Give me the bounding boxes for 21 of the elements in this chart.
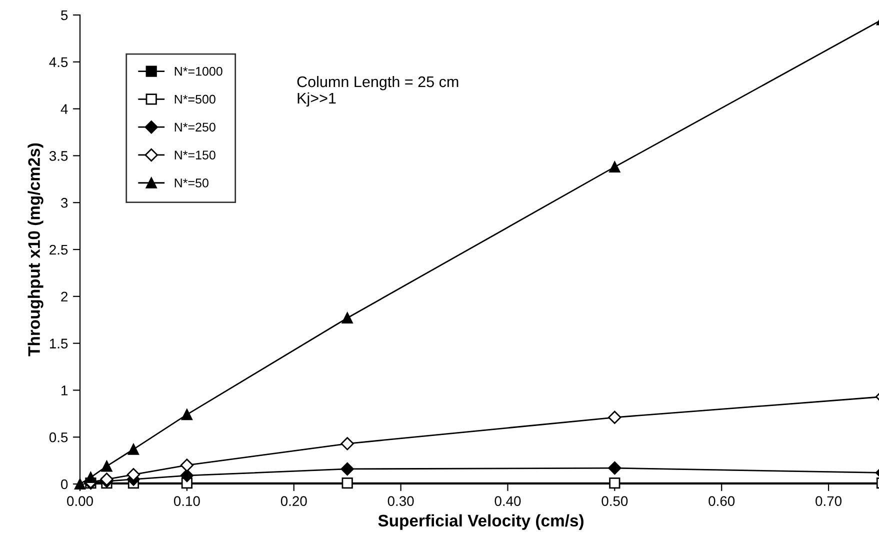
x-tick-label: 0.70 (816, 496, 842, 506)
x-tick-label: 0.40 (494, 496, 521, 506)
y-tick-label: 0 (61, 479, 68, 490)
y-tick-label: 5 (61, 10, 68, 20)
y-axis-title: Throughput x10 (mg/cm2s) (28, 143, 44, 356)
y-tick-label: 2.5 (50, 244, 68, 255)
x-tick-label: 0.50 (602, 496, 628, 506)
y-tick-label: 3.5 (49, 151, 68, 161)
x-tick-label: 0.10 (174, 496, 200, 506)
y-tick-label: 0.5 (49, 432, 68, 442)
x-tick-label: 0.00 (67, 496, 93, 506)
y-tick-label: 4 (60, 104, 68, 114)
x-axis-title: Superficial Velocity (cm/s) (378, 514, 584, 530)
y-tick-label: 2 (61, 292, 68, 302)
y-tick-label: 4.5 (49, 57, 68, 68)
x-tick-label: 0.60 (708, 496, 735, 506)
x-tick-label: 0.30 (388, 496, 414, 506)
x-tick-label: 0.20 (280, 496, 307, 506)
y-tick-label: 1.5 (50, 338, 68, 348)
y-tick-label: 3 (61, 198, 68, 208)
y-tick-label: 1 (62, 386, 68, 396)
